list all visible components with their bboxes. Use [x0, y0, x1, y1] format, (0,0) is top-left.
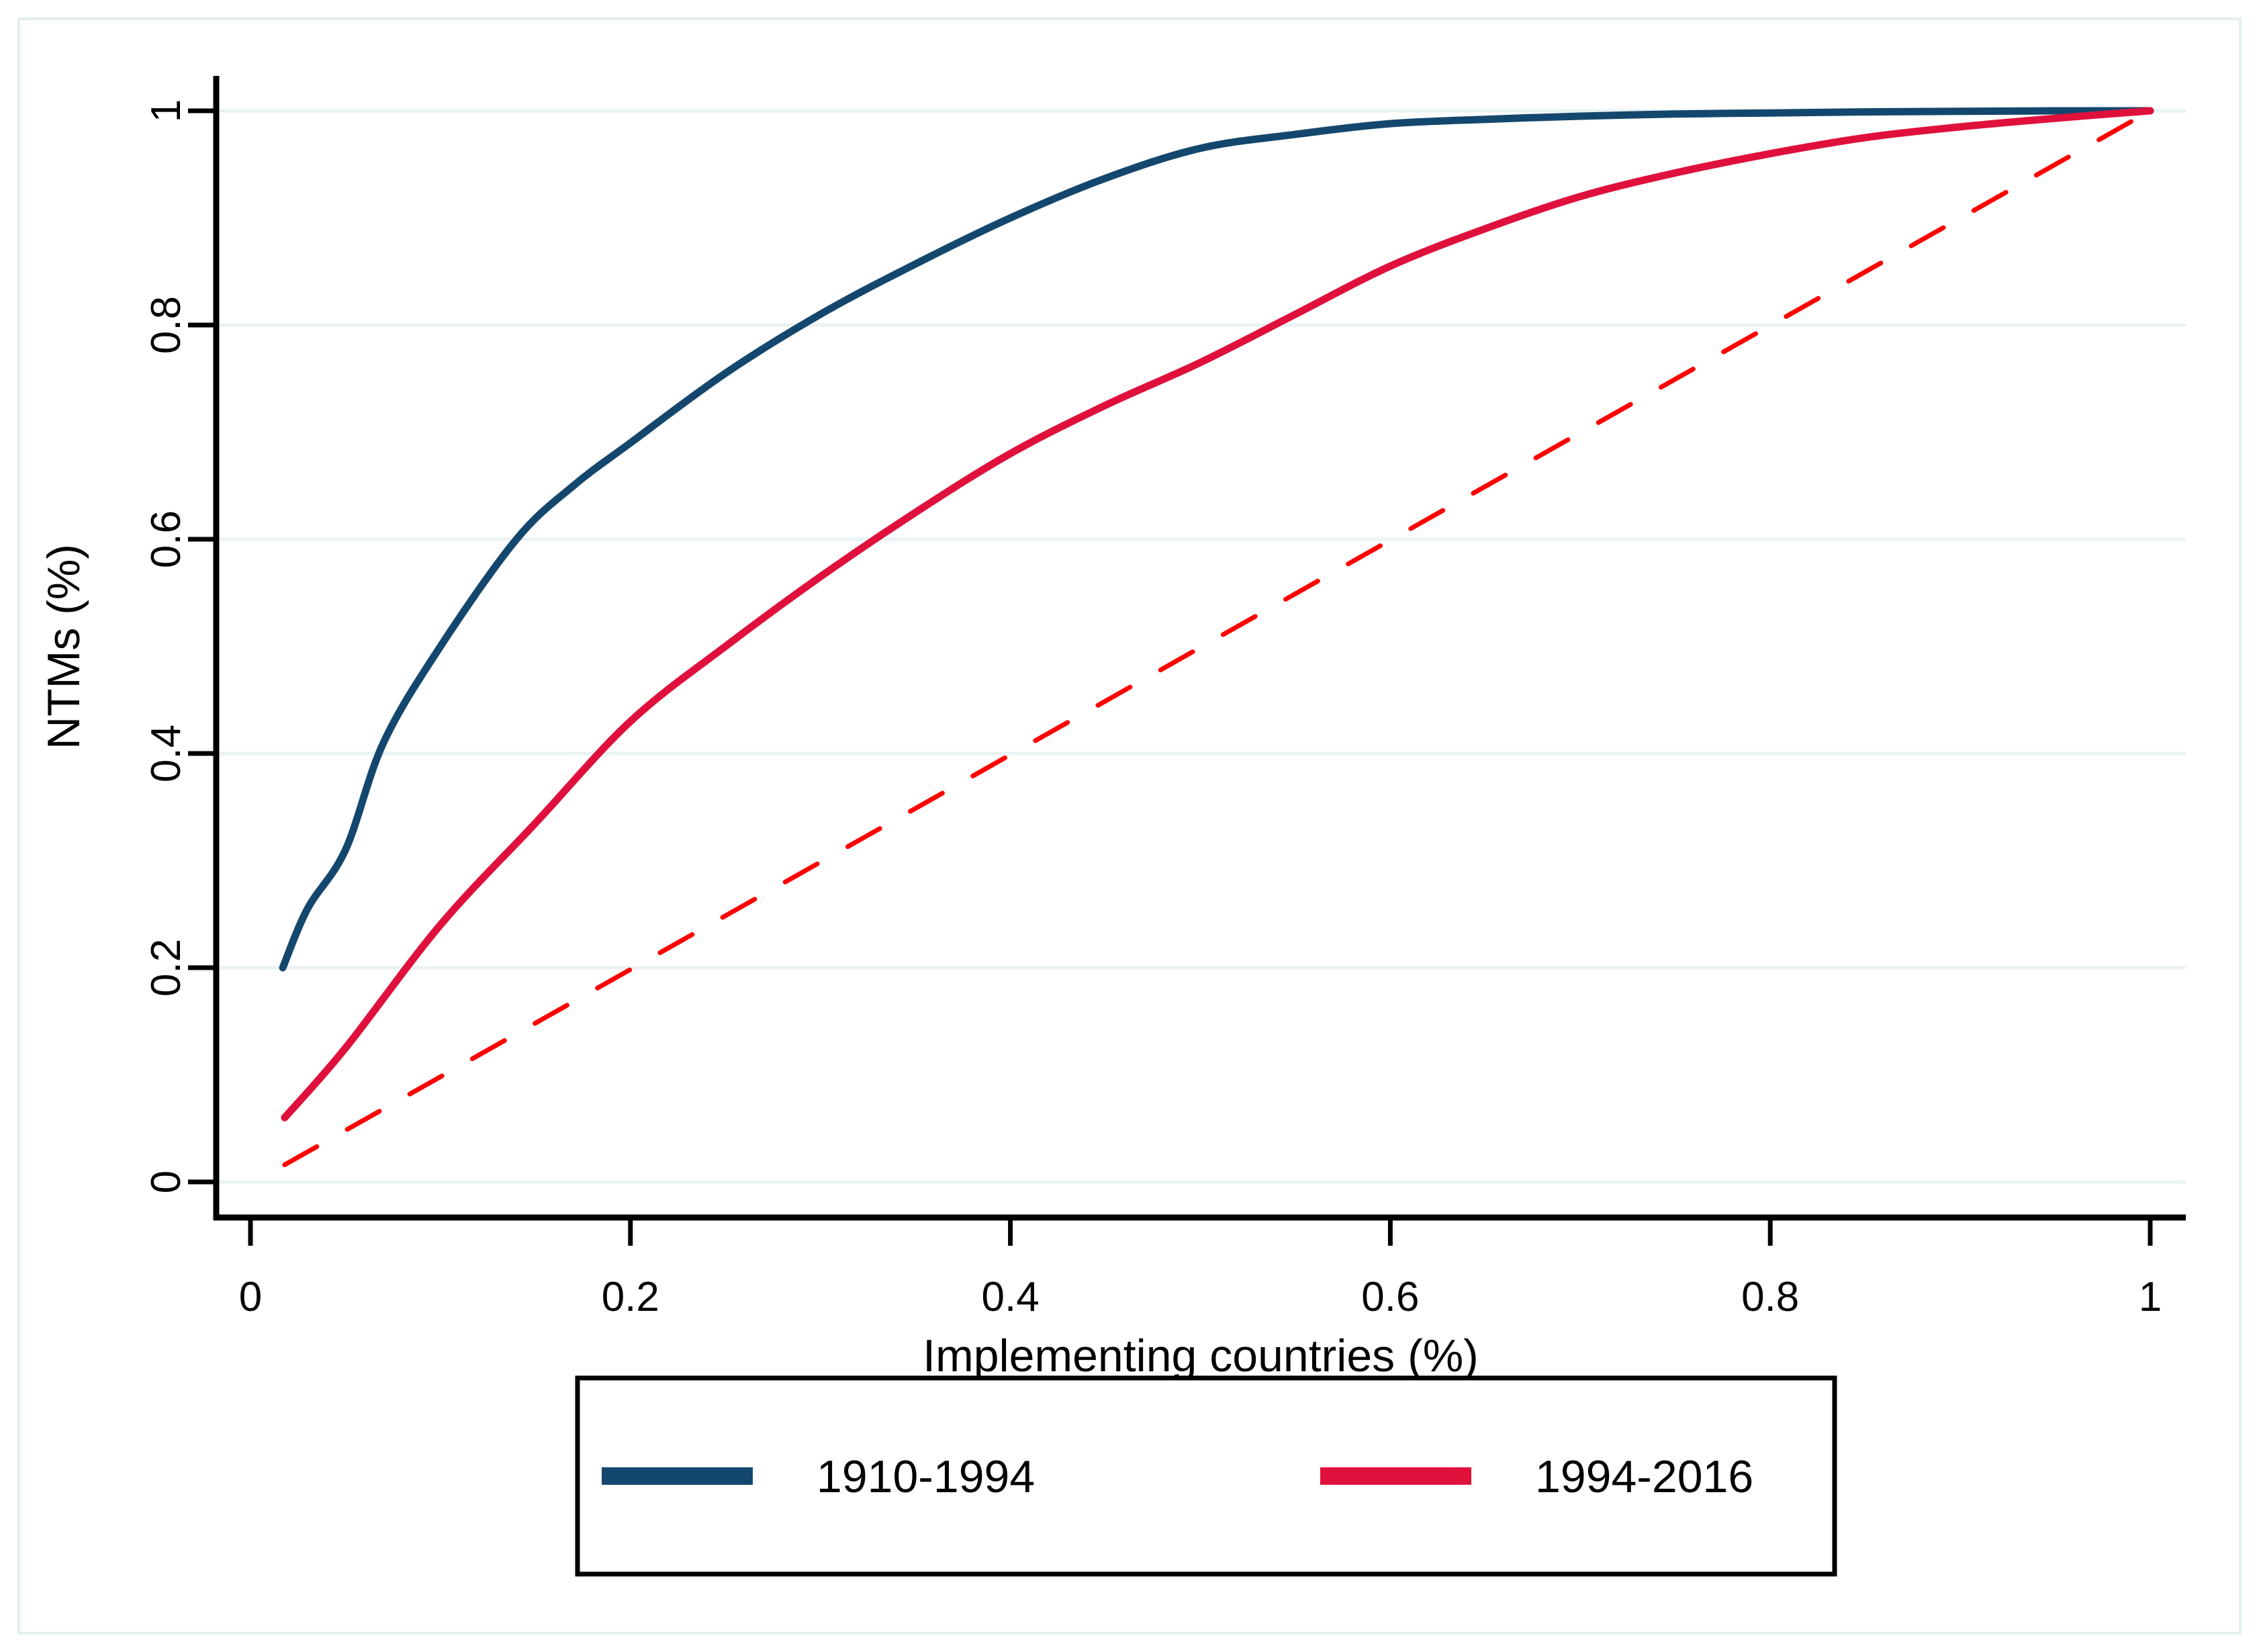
series-line-equality-line: [282, 108, 2153, 1167]
y-tick-label: 0.4: [143, 725, 189, 782]
y-tick-labels: 0 0.2 0.4 0.6 0.8 1: [143, 99, 189, 1193]
x-tick-label: 0.2: [602, 1274, 659, 1320]
legend-label: 1910-1994: [817, 1451, 1035, 1502]
y-tick-label: 0.2: [143, 939, 189, 997]
x-axis-ticks: [248, 1220, 2153, 1246]
y-tick-label: 0.8: [143, 296, 189, 354]
x-tick-label: 1: [2139, 1274, 2162, 1320]
x-tick-labels: 0 0.2 0.4 0.6 0.8 1: [239, 1274, 2162, 1320]
x-tick-label: 0: [239, 1274, 262, 1320]
y-axis-title: NTMs (%): [38, 544, 89, 749]
x-axis-title: Implementing countries (%): [923, 1330, 1479, 1381]
figure-border: [17, 17, 2242, 1635]
x-tick-label: 0.8: [1741, 1274, 1799, 1320]
y-tick-label: 1: [143, 99, 189, 122]
x-tick-label: 0.4: [981, 1274, 1039, 1320]
series-line-1910-1994: [279, 107, 2154, 972]
series-line-1994-2016: [281, 107, 2154, 1121]
series-lines: [279, 107, 2154, 1167]
y-tick-label: 0: [143, 1171, 189, 1193]
axes: [213, 76, 2186, 1221]
y-tick-label: 0.6: [143, 510, 189, 568]
y-axis-ticks: [188, 108, 214, 1185]
x-tick-label: 0.6: [1361, 1274, 1419, 1320]
gridlines: [220, 109, 2186, 1184]
legend-label: 1994-2016: [1535, 1451, 1753, 1502]
legend-border: [575, 1375, 1837, 1577]
legend-box: 1910-1994 1994-2016: [575, 1375, 1837, 1577]
